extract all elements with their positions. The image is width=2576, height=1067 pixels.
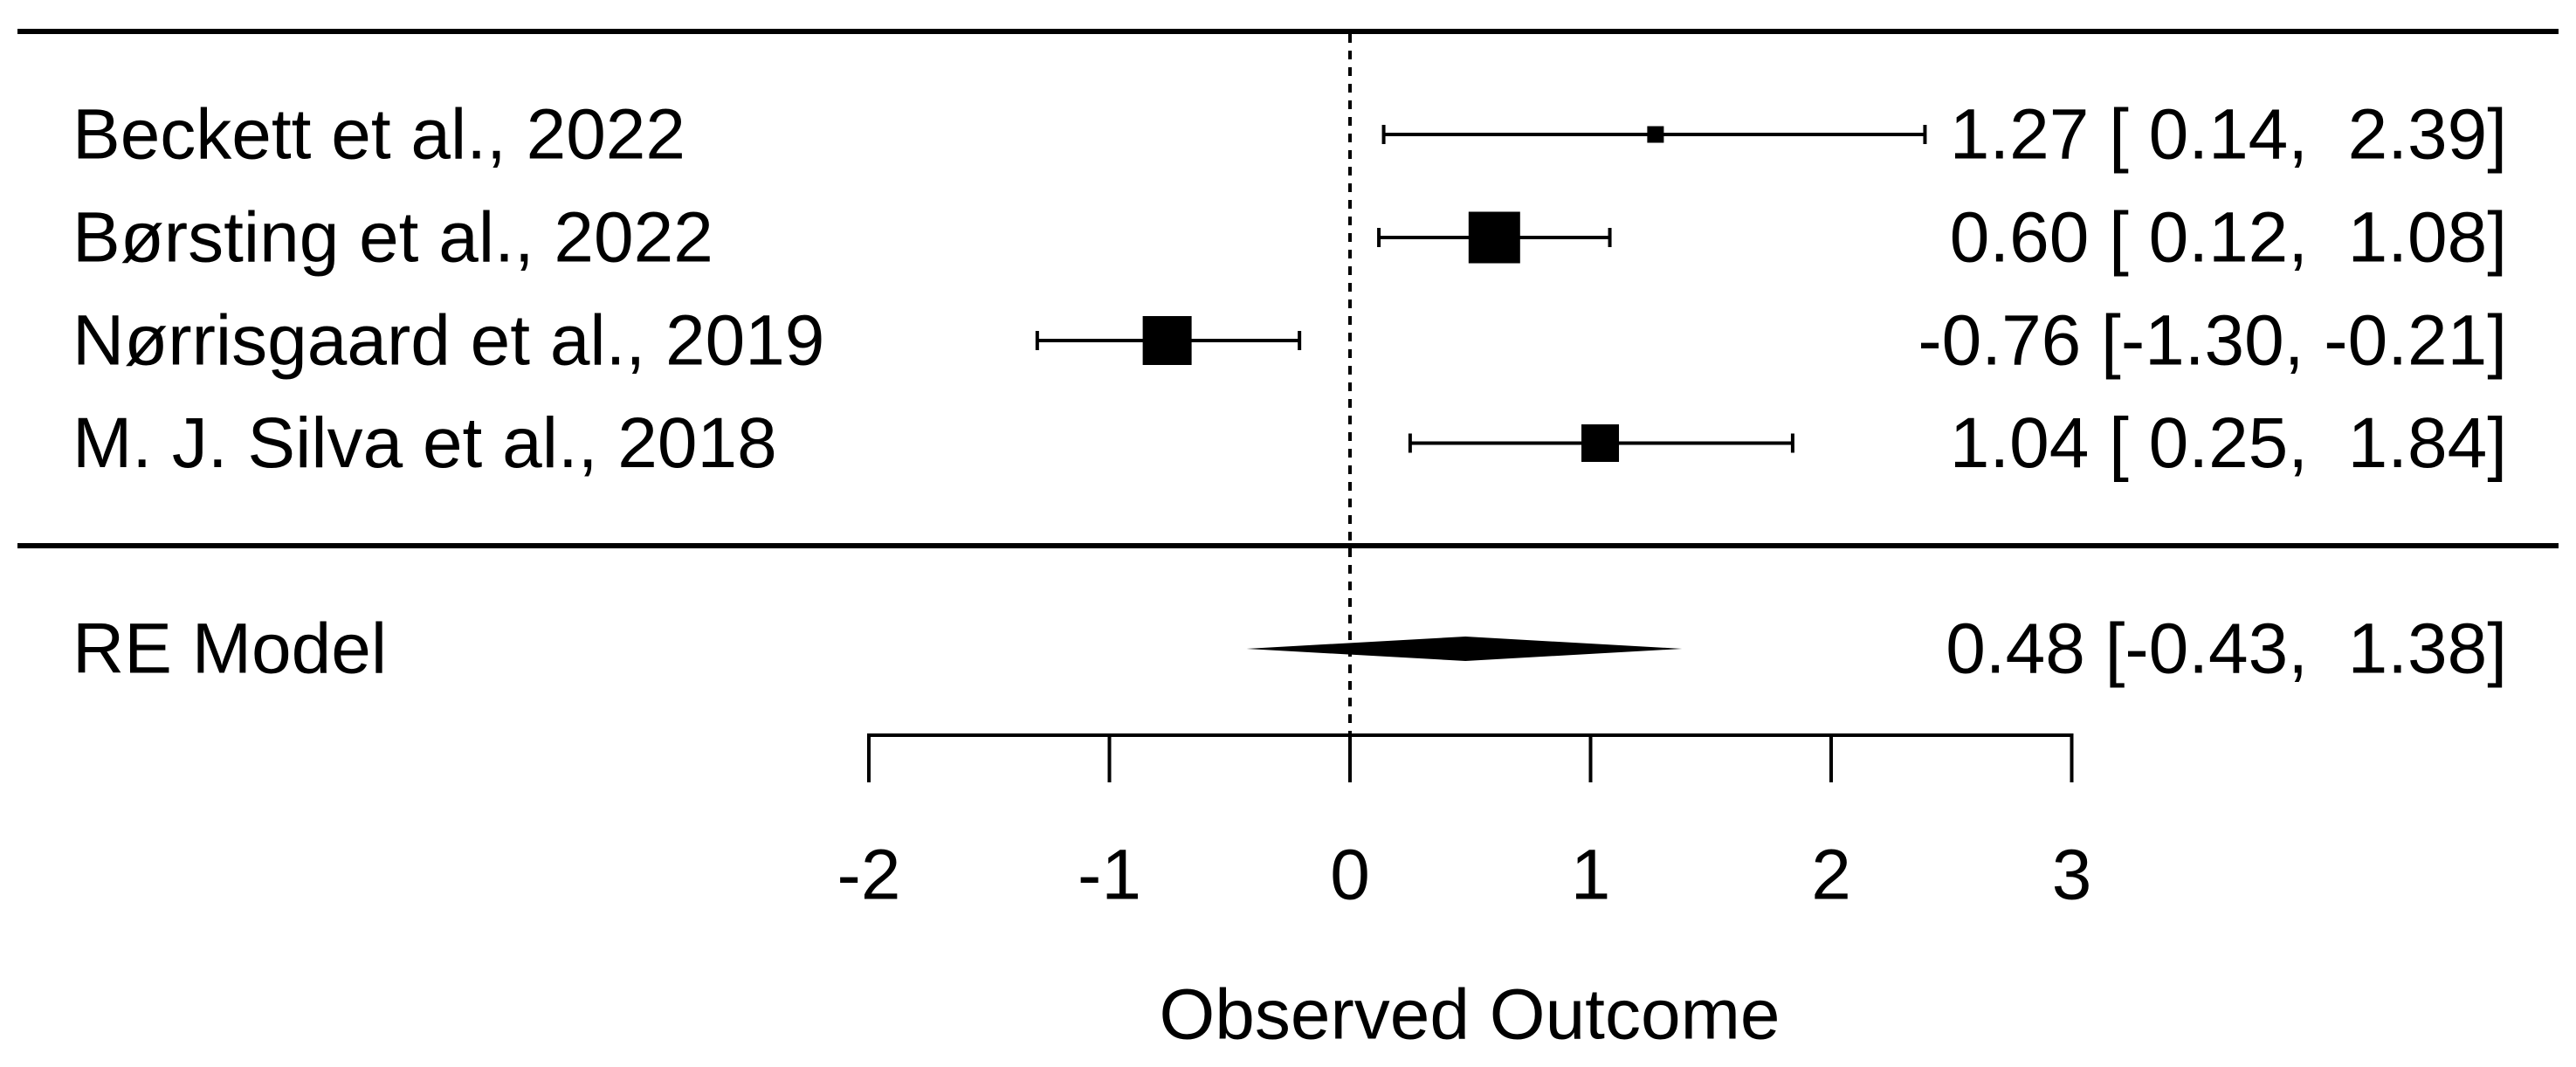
study-label: Beckett et al., 2022: [72, 95, 685, 175]
x-axis-line: [867, 733, 2074, 782]
x-tick-label: -2: [837, 836, 901, 915]
point-estimate-square: [1142, 316, 1192, 365]
x-tick-label: 1: [1571, 836, 1611, 915]
study-estimate-annotation: 1.04 [ 0.25, 1.84]: [1950, 403, 2507, 483]
study-label: Børsting et al., 2022: [72, 198, 713, 278]
x-tick-label: -1: [1078, 836, 1141, 915]
x-tick-label: 2: [1811, 836, 1851, 915]
summary-label: RE Model: [72, 609, 387, 689]
x-tick-label: 3: [2052, 836, 2092, 915]
summary-estimate-annotation: 0.48 [-0.43, 1.38]: [1946, 609, 2507, 689]
point-estimate-square: [1468, 211, 1520, 264]
study-estimate-annotation: 1.27 [ 0.14, 2.39]: [1950, 95, 2507, 175]
x-tick-label: 0: [1330, 836, 1370, 915]
study-estimate-annotation: -0.76 [-1.30, -0.21]: [1918, 301, 2507, 381]
study-label: Nørrisgaard et al., 2019: [72, 301, 824, 381]
study-label: M. J. Silva et al., 2018: [72, 403, 777, 483]
plot-marks: [1035, 125, 1927, 661]
point-estimate-square: [1647, 126, 1664, 143]
x-axis-title: Observed Outcome: [1160, 975, 1780, 1055]
study-estimate-annotation: 0.60 [ 0.12, 1.08]: [1950, 198, 2507, 278]
summary-diamond: [1246, 637, 1683, 661]
point-estimate-square: [1581, 424, 1620, 462]
